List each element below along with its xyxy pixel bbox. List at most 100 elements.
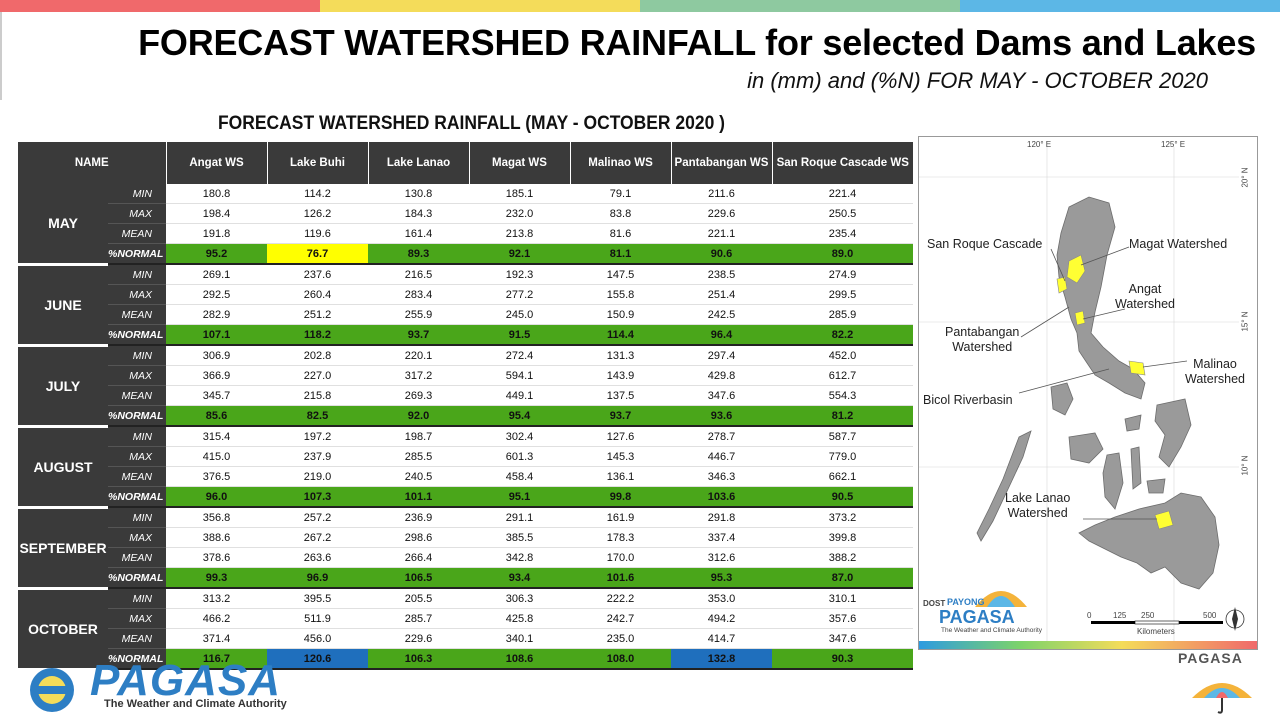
table-cell: 93.4 bbox=[469, 567, 570, 589]
table-cell: 342.8 bbox=[469, 547, 570, 568]
table-cell: 93.7 bbox=[368, 324, 469, 346]
stat-label: MIN bbox=[108, 588, 166, 609]
table-cell: 272.4 bbox=[469, 345, 570, 366]
table-cell: 315.4 bbox=[166, 426, 267, 447]
scale-tick: 0 bbox=[1087, 611, 1092, 620]
stat-label: MEAN bbox=[108, 223, 166, 244]
magat-watershed bbox=[1066, 254, 1086, 284]
coord-15n: 15° N bbox=[1240, 311, 1250, 332]
table-row: MAX 366.9 227.0 317.2 594.1 143.9 429.8 612.7 bbox=[18, 365, 913, 386]
table-cell: 466.2 bbox=[166, 608, 267, 629]
map-logo-payong: PAYONG bbox=[947, 597, 985, 607]
table-cell: 202.8 bbox=[267, 345, 368, 366]
table-cell: 250.5 bbox=[772, 203, 913, 224]
table-cell: 221.4 bbox=[772, 184, 913, 204]
table-cell: 81.2 bbox=[772, 405, 913, 427]
table-cell: 414.7 bbox=[671, 628, 772, 649]
table-cell: 81.1 bbox=[570, 243, 671, 265]
table-cell: 222.2 bbox=[570, 588, 671, 609]
table-row-normal: %NORMAL 96.0 107.3 101.1 95.1 99.8 103.6 90.5 bbox=[18, 486, 913, 508]
table-cell: 227.0 bbox=[267, 365, 368, 386]
table-cell: 85.6 bbox=[166, 405, 267, 427]
table-row: JUNE MIN 269.1 237.6 216.5 192.3 147.5 238.5 274… bbox=[18, 264, 913, 347]
coord-125e: 125° E bbox=[1161, 140, 1186, 149]
table-row: MAX 198.4 126.2 184.3 232.0 83.8 229.6 250.5 bbox=[18, 203, 913, 224]
table-cell: 119.6 bbox=[267, 223, 368, 244]
angat-watershed bbox=[1074, 310, 1086, 326]
table-row: MAY MIN 180.8 114.2 130.8 185.1 79.1 211.6 221.4 bbox=[18, 184, 913, 266]
table-cell: 285.5 bbox=[368, 446, 469, 467]
table-cell: 221.1 bbox=[671, 223, 772, 244]
table-cell: 494.2 bbox=[671, 608, 772, 629]
table-cell: 257.2 bbox=[267, 507, 368, 528]
table-cell: 114.2 bbox=[267, 184, 368, 204]
label-angat: Angat Watershed bbox=[1115, 282, 1175, 311]
stat-label: MEAN bbox=[108, 628, 166, 649]
table-cell: 237.9 bbox=[267, 446, 368, 467]
philippines-map: 120° E 125° E 20° N 15° N 10° N San Roqu… bbox=[918, 136, 1258, 650]
mindoro-island bbox=[1050, 382, 1074, 416]
footer-tagline: The Weather and Climate Authority bbox=[104, 698, 287, 710]
table-cell: 283.4 bbox=[368, 284, 469, 305]
table-cell: 155.8 bbox=[570, 284, 671, 305]
table-cell: 99.3 bbox=[166, 567, 267, 589]
stat-label: %NORMAL bbox=[108, 486, 166, 508]
table-cell: 184.3 bbox=[368, 203, 469, 224]
table-cell: 297.4 bbox=[671, 345, 772, 366]
mindanao-island bbox=[1078, 492, 1220, 590]
table-cell: 96.4 bbox=[671, 324, 772, 346]
table-cell: 260.4 bbox=[267, 284, 368, 305]
table-cell: 347.6 bbox=[772, 628, 913, 649]
table-cell: 266.4 bbox=[368, 547, 469, 568]
table-cell: 554.3 bbox=[772, 385, 913, 406]
table-cell: 285.9 bbox=[772, 304, 913, 325]
table-cell: 278.7 bbox=[671, 426, 772, 447]
table-row: MEAN 191.8 119.6 161.4 213.8 81.6 221.1 235.4 bbox=[18, 223, 913, 244]
table-cell: 198.7 bbox=[368, 426, 469, 447]
table-row-normal: %NORMAL 99.3 96.9 106.5 93.4 101.6 95.3 87.0 bbox=[18, 567, 913, 589]
table-row: OCTOBER MIN 313.2 395.5 205.5 306.3 222.2 353.0… bbox=[18, 588, 913, 671]
pagasa-logo bbox=[30, 668, 74, 712]
stat-label: MIN bbox=[108, 264, 166, 285]
table-cell: 388.2 bbox=[772, 547, 913, 568]
table-cell: 89.0 bbox=[772, 243, 913, 265]
label-pantabangan: Pantabangan Watershed bbox=[945, 325, 1020, 354]
table-cell: 90.3 bbox=[772, 648, 913, 670]
table-cell: 587.7 bbox=[772, 426, 913, 447]
table-cell: 132.8 bbox=[671, 648, 772, 670]
table-cell: 662.1 bbox=[772, 466, 913, 487]
left-divider bbox=[0, 12, 2, 100]
scale-tick: 250 bbox=[1141, 611, 1155, 620]
corner-pagasa-text: PAGASA bbox=[1178, 650, 1243, 666]
table-cell: 116.7 bbox=[166, 648, 267, 670]
table-cell: 299.5 bbox=[772, 284, 913, 305]
table-cell: 213.8 bbox=[469, 223, 570, 244]
month-label: MAY bbox=[18, 184, 108, 266]
table-body: MAY MIN 180.8 114.2 130.8 185.1 79.1 211.6 221.4… bbox=[18, 184, 913, 671]
table-cell: 399.8 bbox=[772, 527, 913, 548]
negros-island bbox=[1102, 452, 1124, 510]
table-row: MEAN 378.6 263.6 266.4 342.8 170.0 312.6 388.2 bbox=[18, 547, 913, 568]
table-cell: 216.5 bbox=[368, 264, 469, 285]
table-title: FORECAST WATERSHED RAINFALL (MAY - OCTOB… bbox=[218, 113, 725, 134]
table-cell: 429.8 bbox=[671, 365, 772, 386]
panay-island bbox=[1068, 432, 1104, 464]
table-cell: 291.1 bbox=[469, 507, 570, 528]
table-cell: 130.8 bbox=[368, 184, 469, 204]
table-cell: 366.9 bbox=[166, 365, 267, 386]
lanao-watershed bbox=[1154, 510, 1174, 530]
table-cell: 150.9 bbox=[570, 304, 671, 325]
table-cell: 95.3 bbox=[671, 567, 772, 589]
table-cell: 425.8 bbox=[469, 608, 570, 629]
table-cell: 456.0 bbox=[267, 628, 368, 649]
table-row: MEAN 345.7 215.8 269.3 449.1 137.5 347.6 554.3 bbox=[18, 385, 913, 406]
color-bar-green bbox=[640, 0, 960, 12]
stat-label: MAX bbox=[108, 365, 166, 386]
table-cell: 236.9 bbox=[368, 507, 469, 528]
table-cell: 306.3 bbox=[469, 588, 570, 609]
table-cell: 101.6 bbox=[570, 567, 671, 589]
table-cell: 340.1 bbox=[469, 628, 570, 649]
table-cell: 107.3 bbox=[267, 486, 368, 508]
table-cell: 251.2 bbox=[267, 304, 368, 325]
table-cell: 353.0 bbox=[671, 588, 772, 609]
